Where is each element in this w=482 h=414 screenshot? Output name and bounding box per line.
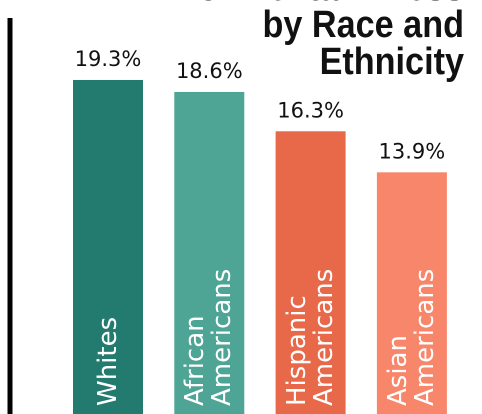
category-label: Hispanic Americans [281, 268, 339, 406]
bar [174, 91, 245, 414]
value-label: 13.9% [379, 139, 446, 163]
value-label: 19.3% [75, 47, 142, 71]
category-label: Whites [92, 316, 123, 406]
bar [275, 131, 346, 414]
chart-title: of Mental Illness by Race and Ethnicity [198, 0, 464, 83]
category-label: African Americans [180, 268, 238, 406]
category-label: Asian Americans [382, 268, 440, 406]
value-label: 16.3% [277, 98, 344, 122]
bar [376, 172, 447, 414]
value-label: 18.6% [176, 59, 243, 83]
bar [73, 79, 143, 414]
